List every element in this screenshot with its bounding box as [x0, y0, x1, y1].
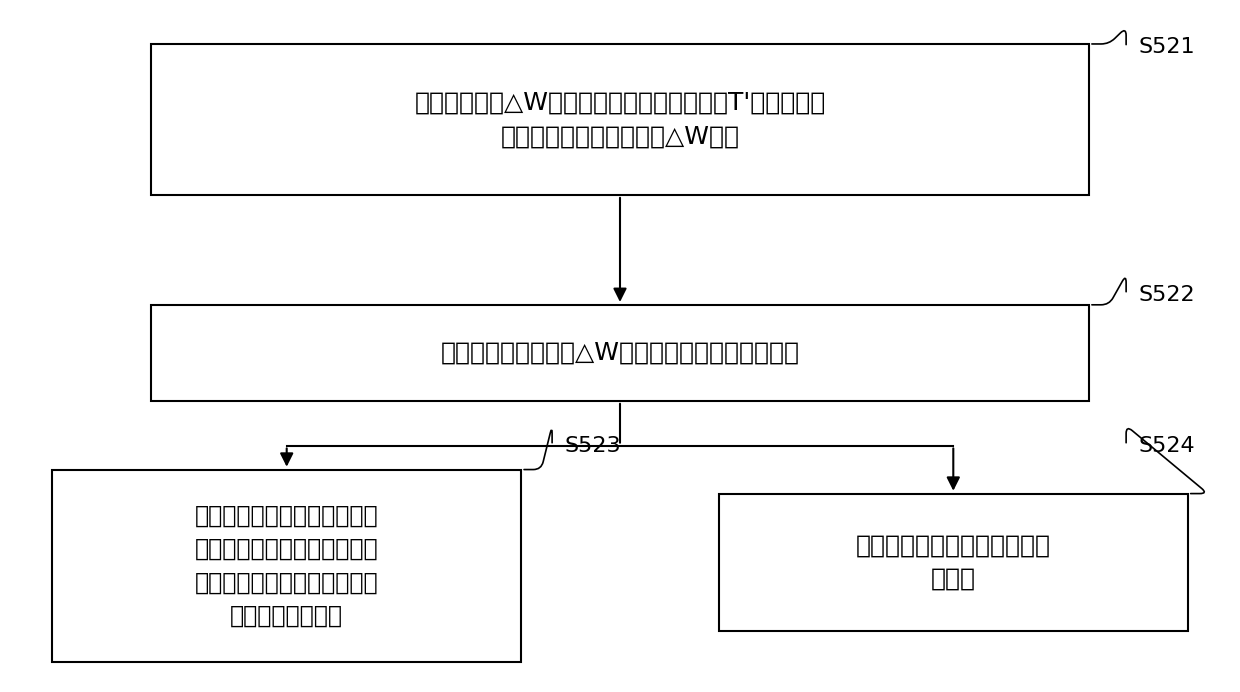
FancyBboxPatch shape [151, 44, 1089, 195]
Text: S524: S524 [1138, 435, 1195, 455]
FancyBboxPatch shape [52, 470, 521, 662]
FancyBboxPatch shape [719, 493, 1188, 631]
Text: 根据第一差值△W、室内实际温度和出风温度T'，计算得到
空调器的输出能力判断值△W判断: 根据第一差值△W、室内实际温度和出风温度T'，计算得到 空调器的输出能力判断值△… [414, 91, 826, 148]
FancyBboxPatch shape [151, 304, 1089, 401]
Text: S522: S522 [1138, 284, 1195, 304]
Text: 若是，则根据第一差值、室内
实际温度和出风温度对空调器
的压缩机工作频率或电子膨胀
阀的开度进行调整: 若是，则根据第一差值、室内 实际温度和出风温度对空调器 的压缩机工作频率或电子膨… [195, 503, 378, 628]
Text: 若否，则保持空调器的运行参
数不变: 若否，则保持空调器的运行参 数不变 [856, 534, 1050, 591]
Text: 判断输出能力判断值△W判断是否大于第二预设阈值: 判断输出能力判断值△W判断是否大于第二预设阈值 [440, 341, 800, 365]
Text: S523: S523 [564, 435, 621, 455]
Text: S521: S521 [1138, 37, 1195, 57]
